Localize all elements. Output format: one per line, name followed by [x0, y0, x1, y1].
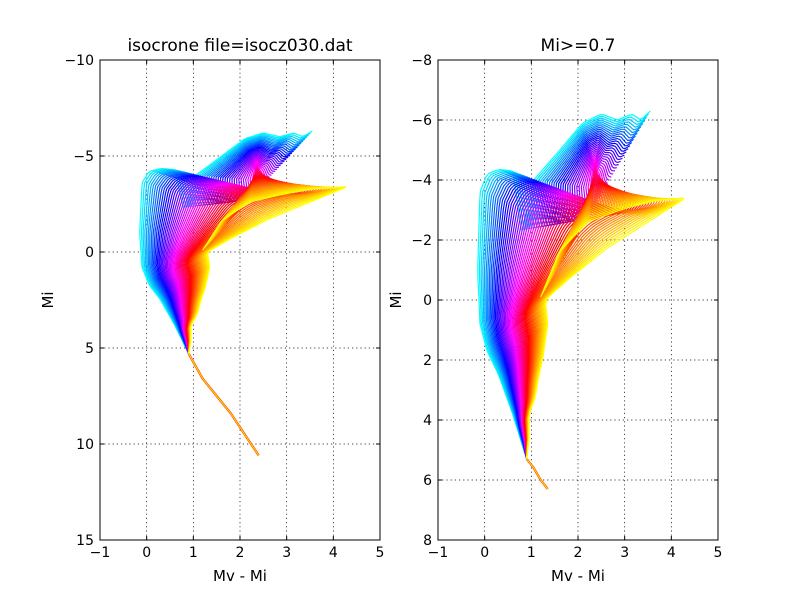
isochrone-line	[188, 184, 320, 354]
x-tick-label: 4	[329, 545, 338, 561]
isochrone-line	[526, 197, 674, 460]
right-panel-title: Mi>=0.7	[541, 36, 616, 56]
x-tick-label: 0	[142, 545, 151, 561]
x-tick-label: 2	[574, 545, 583, 561]
isochrone-line	[526, 197, 685, 460]
isochrone-line	[477, 110, 651, 460]
x-tick-label: 0	[480, 545, 489, 561]
isochrone-line	[487, 125, 640, 460]
isochrone-line	[526, 195, 664, 460]
x-tick-label: −1	[428, 545, 449, 561]
isochrone-line	[497, 139, 625, 460]
isochrone-line	[526, 198, 677, 460]
isochrone-line	[492, 132, 633, 460]
x-tick-label: −1	[90, 545, 111, 561]
right-x-axis-label: Mv - Mi	[551, 567, 605, 585]
isochrone-line	[188, 185, 328, 354]
isochrone-line	[188, 186, 336, 354]
isochrone-line	[526, 193, 653, 460]
isochrone-line	[526, 197, 682, 460]
y-tick-label: 2	[423, 353, 432, 369]
y-tick-label: 5	[85, 341, 94, 357]
isochrone-line	[526, 194, 656, 460]
isochrone-line	[188, 186, 333, 354]
isochrone-line	[188, 186, 341, 354]
left-isochrone-curves	[139, 130, 347, 457]
isochrone-line	[493, 134, 631, 460]
main-sequence-tail	[188, 353, 260, 456]
y-tick-label: 15	[76, 533, 94, 549]
y-tick-label: 4	[423, 413, 432, 429]
right-isochrone-curves	[477, 110, 685, 490]
left-panel: isocrone file=isocz030.dat Mv - Mi Mi −1…	[39, 36, 384, 585]
isochrone-line	[480, 116, 648, 460]
x-tick-label: 3	[620, 545, 629, 561]
isochrone-line	[513, 164, 602, 460]
isochrone-line	[188, 186, 347, 354]
isochrone-line	[159, 149, 287, 354]
isochrone-line	[526, 197, 671, 460]
x-tick-label: 5	[714, 545, 723, 561]
isochrone-line	[502, 146, 617, 460]
isochrone-line	[142, 134, 309, 355]
x-tick-label: 2	[236, 545, 245, 561]
x-tick-label: 1	[189, 545, 198, 561]
left-y-axis-label: Mi	[39, 291, 57, 308]
y-tick-label: −6	[411, 113, 432, 129]
y-tick-label: 8	[423, 533, 432, 549]
y-tick-label: −2	[411, 233, 432, 249]
isochrone-line	[188, 186, 339, 354]
isochrone-line	[526, 195, 661, 460]
y-tick-label: −4	[411, 173, 432, 189]
isochrone-line	[188, 184, 323, 354]
isochrone-line	[140, 132, 311, 355]
right-ticks: −1 0 1 2 3 4 5 −8 −6 −4 −2 0 2 4 6 8	[411, 53, 722, 561]
y-tick-label: 10	[76, 437, 94, 453]
left-panel-title: isocrone file=isocz030.dat	[127, 36, 352, 56]
isochrone-line	[510, 159, 605, 460]
x-tick-label: 1	[527, 545, 536, 561]
x-tick-label: 3	[282, 545, 291, 561]
isochrone-line	[488, 126, 638, 460]
isochrone-line	[526, 196, 666, 460]
y-tick-label: −10	[64, 53, 94, 69]
left-x-axis-label: Mv - Mi	[213, 567, 267, 585]
x-tick-label: 4	[667, 545, 676, 561]
right-y-axis-label: Mi	[387, 291, 405, 308]
main-sequence-tail	[526, 458, 549, 490]
y-tick-label: 0	[85, 245, 94, 261]
isochrone-line	[526, 196, 669, 460]
isochrone-line	[526, 198, 679, 460]
isochrone-line	[188, 185, 331, 354]
isochrone-line	[188, 185, 326, 354]
isochrone-line	[139, 130, 313, 355]
y-tick-label: −8	[411, 53, 432, 69]
isochrone-line	[164, 153, 279, 354]
isochrone-line	[498, 141, 623, 460]
y-tick-label: −5	[73, 149, 94, 165]
isochrone-line	[526, 194, 658, 460]
isochrone-line	[478, 113, 649, 460]
y-tick-label: 6	[423, 473, 432, 489]
y-tick-label: 0	[423, 293, 432, 309]
x-tick-label: 5	[376, 545, 385, 561]
isochrone-line	[188, 186, 344, 354]
right-panel: Mi>=0.7 Mv - Mi Mi −1 0 1 2 3 4 5 −8 −6 −4 −2 0 2 4 6 8	[387, 36, 722, 585]
